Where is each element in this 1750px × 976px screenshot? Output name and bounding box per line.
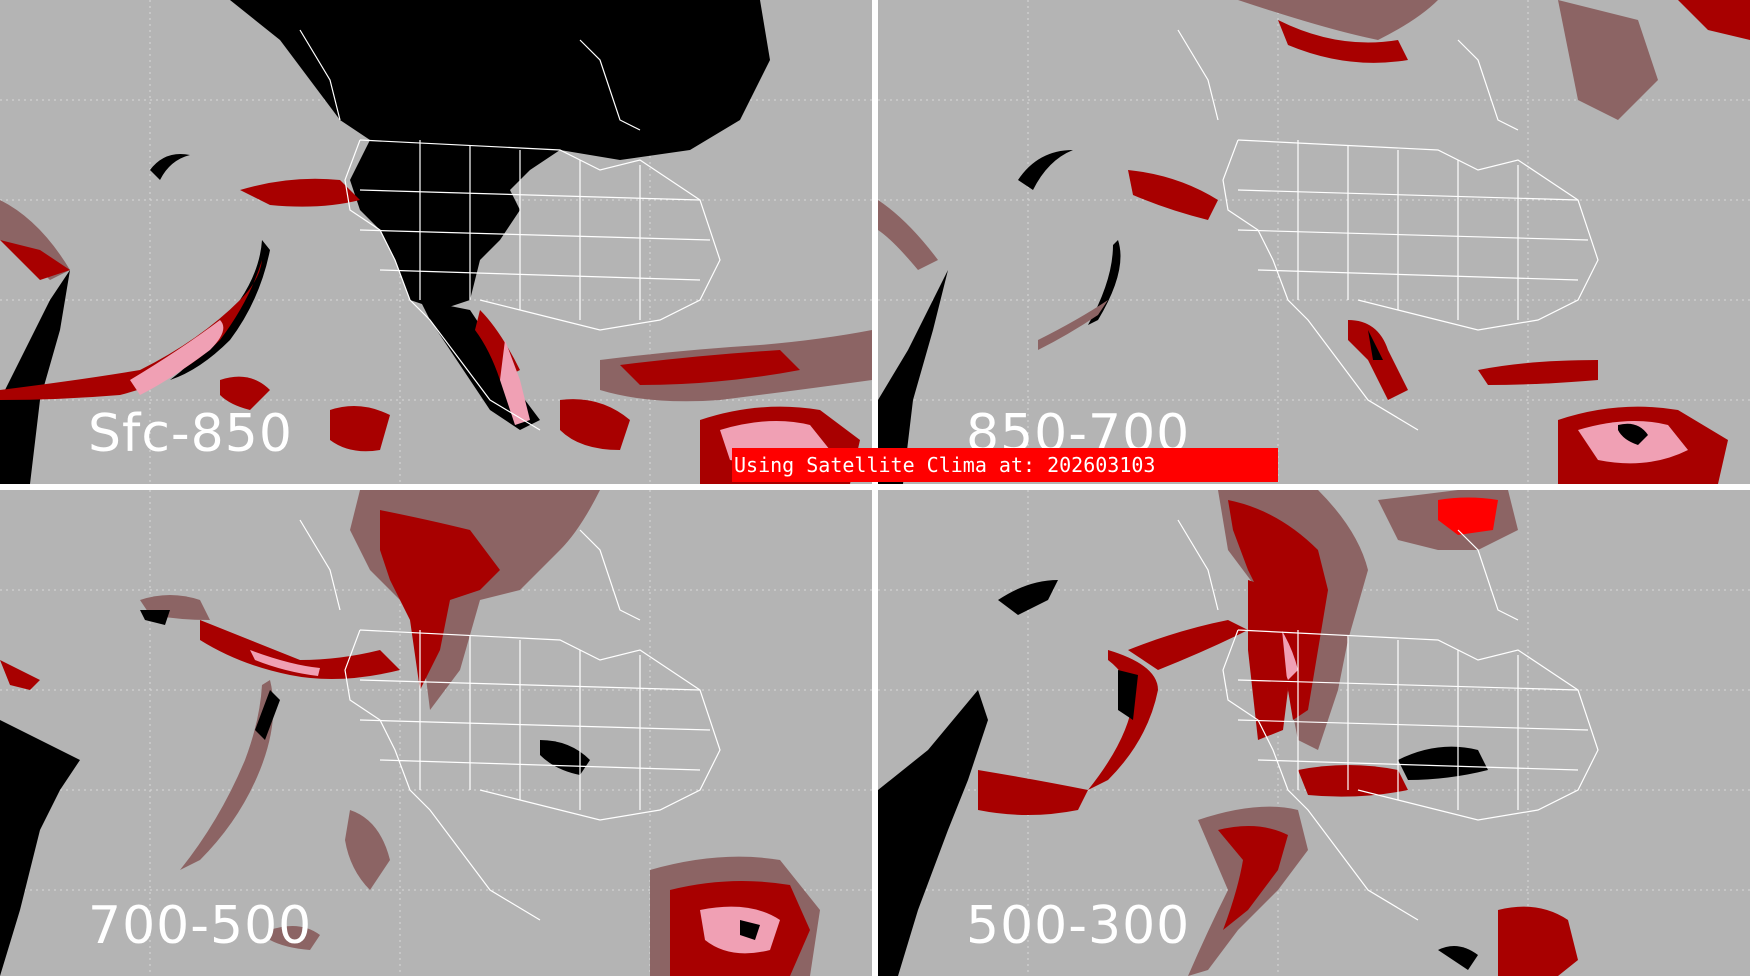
map-panel-700-500: 700-500	[0, 490, 872, 976]
map-panel-500-300: 500-300	[878, 490, 1750, 976]
map-graphic	[878, 0, 1750, 484]
panel-label: 500-300	[966, 896, 1191, 956]
panel-label: Sfc-850	[88, 404, 293, 464]
map-graphic	[0, 0, 872, 484]
panel-label: 700-500	[88, 896, 313, 956]
map-graphic	[0, 490, 872, 976]
map-graphic	[878, 490, 1750, 976]
map-panel-sfc-850: Sfc-850	[0, 0, 872, 484]
status-banner: Using Satellite Clima at: 202603103	[732, 448, 1278, 482]
map-panel-850-700: 850-700	[878, 0, 1750, 484]
